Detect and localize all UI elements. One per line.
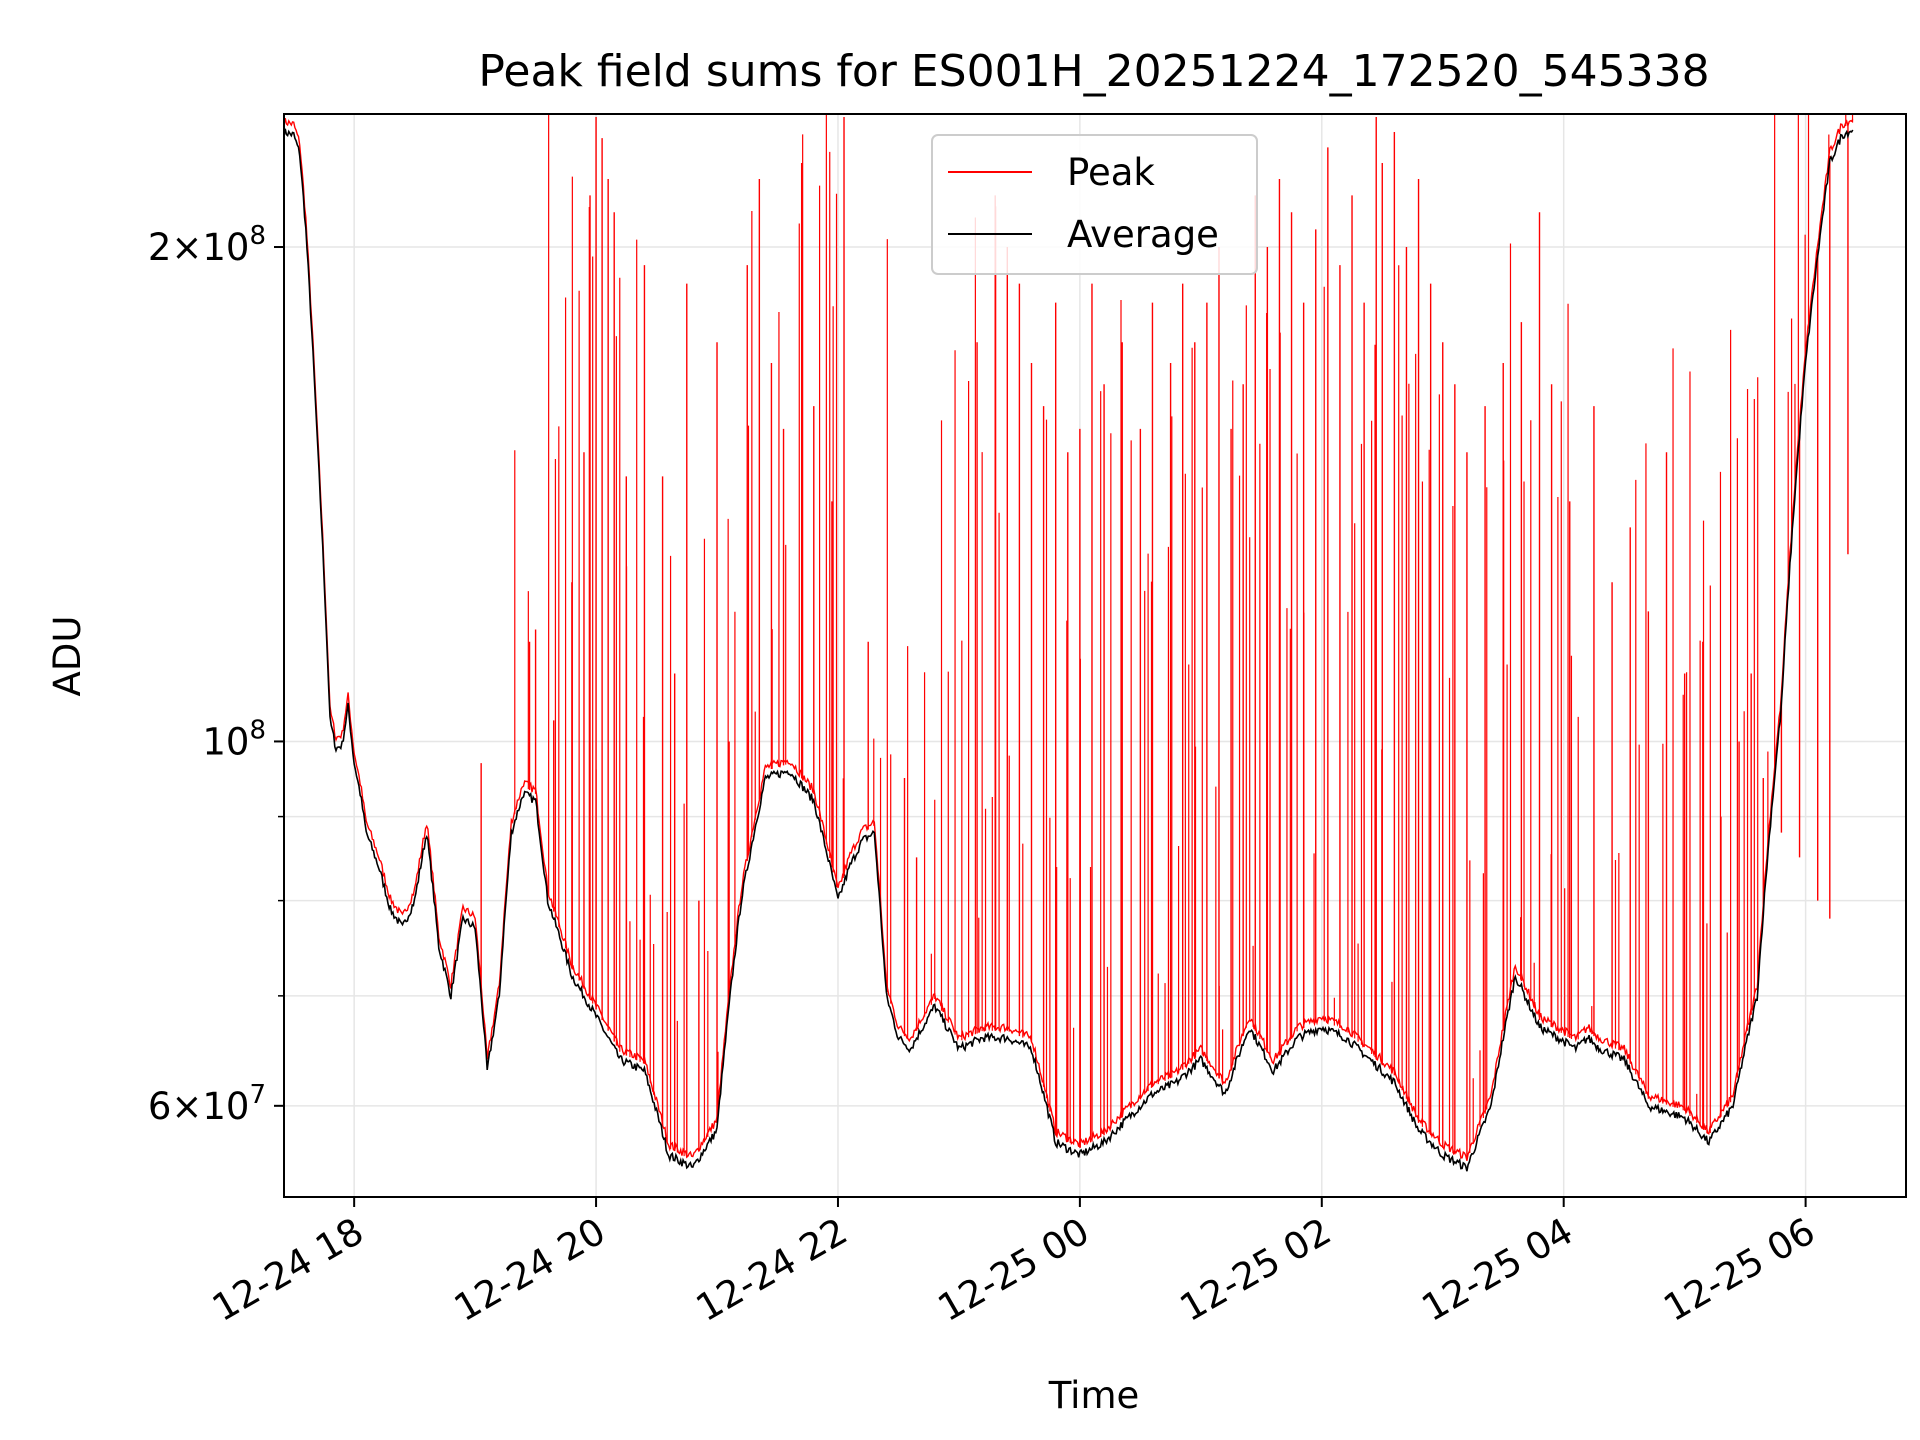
- average-series-line: [283, 128, 1854, 1172]
- legend-average-label: Average: [1067, 213, 1219, 256]
- y-axis-label: ADU: [46, 616, 89, 697]
- plot-area: [283, 114, 1854, 1172]
- y-tick-label: 6×107: [148, 1080, 266, 1128]
- legend-box: [931, 134, 1258, 275]
- plot-frame: [283, 113, 1907, 1198]
- x-axis-label: Time: [1048, 1374, 1140, 1417]
- y-tick-label: 108: [202, 715, 266, 763]
- legend-peak-label: Peak: [1067, 151, 1155, 194]
- y-tick-label: 2×108: [148, 221, 266, 269]
- y-axis: 6×107 108 2×108: [148, 221, 284, 1128]
- chart-title: Peak field sums for ES001H_20251224_1725…: [478, 46, 1709, 97]
- legend: Peak Average: [931, 134, 1258, 275]
